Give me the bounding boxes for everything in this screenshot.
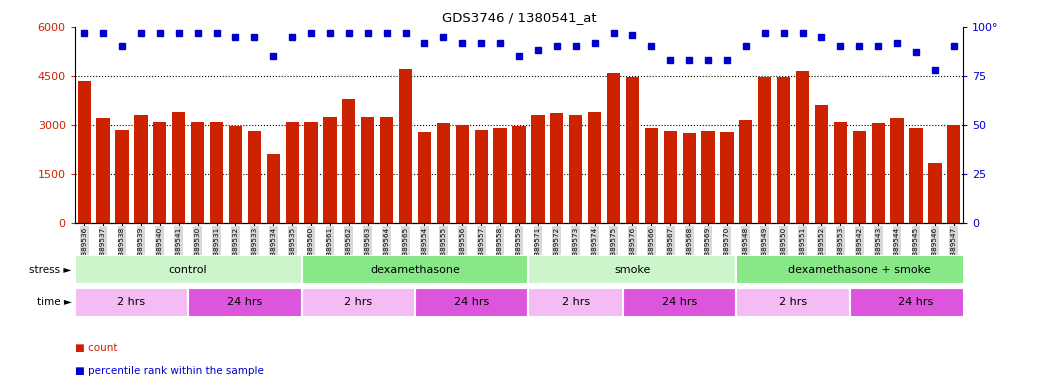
Bar [302,255,528,284]
Text: stress ►: stress ► [29,265,72,275]
Bar [75,288,188,317]
Bar [115,130,129,223]
Bar [736,288,850,317]
Bar [399,70,412,223]
Bar [528,288,623,317]
Bar [834,121,847,223]
Bar [626,78,639,223]
Bar [188,288,302,317]
Bar [531,115,545,223]
Bar [852,131,866,223]
Bar [569,115,582,223]
Bar [720,132,734,223]
Text: 2 hrs: 2 hrs [345,297,373,308]
Bar [739,120,753,223]
Bar [683,133,695,223]
Text: GDS3746 / 1380541_at: GDS3746 / 1380541_at [442,12,596,25]
Bar [285,121,299,223]
Text: time ►: time ► [36,297,72,308]
Bar [228,126,242,223]
Bar [248,131,261,223]
Bar [154,121,166,223]
Text: 2 hrs: 2 hrs [117,297,145,308]
Bar [607,73,620,223]
Bar [418,132,431,223]
Bar [777,78,790,223]
Text: control: control [169,265,208,275]
Text: dexamethasone + smoke: dexamethasone + smoke [788,265,931,275]
Bar [588,112,601,223]
Bar [815,105,828,223]
Text: 2 hrs: 2 hrs [562,297,590,308]
Bar [210,121,223,223]
Bar [474,130,488,223]
Bar [343,99,355,223]
Bar [796,71,810,223]
Bar [623,288,736,317]
Bar [134,115,147,223]
Bar [736,255,982,284]
Bar [361,117,375,223]
Bar [758,78,771,223]
Bar [302,288,415,317]
Text: 24 hrs: 24 hrs [898,297,933,308]
Text: ■ percentile rank within the sample: ■ percentile rank within the sample [75,366,264,376]
Text: smoke: smoke [614,265,651,275]
Text: ■ count: ■ count [75,343,117,353]
Bar [513,126,525,223]
Bar [702,131,715,223]
Bar [75,255,302,284]
Bar [97,118,110,223]
Bar [872,123,884,223]
Bar [267,154,280,223]
Bar [456,126,469,223]
Text: 24 hrs: 24 hrs [662,297,698,308]
Bar [380,117,393,223]
Bar [304,121,318,223]
Text: dexamethasone: dexamethasone [371,265,460,275]
Bar [948,126,960,223]
Bar [528,255,736,284]
Bar [891,118,904,223]
Bar [172,112,186,223]
Bar [415,288,528,317]
Bar [909,128,923,223]
Bar [437,123,450,223]
Bar [78,81,90,223]
Text: 24 hrs: 24 hrs [227,297,263,308]
Bar [663,131,677,223]
Bar [850,288,982,317]
Bar [550,113,564,223]
Text: 24 hrs: 24 hrs [454,297,489,308]
Bar [493,128,507,223]
Bar [323,117,336,223]
Bar [928,163,941,223]
Bar [645,128,658,223]
Text: 2 hrs: 2 hrs [780,297,808,308]
Bar [191,121,204,223]
